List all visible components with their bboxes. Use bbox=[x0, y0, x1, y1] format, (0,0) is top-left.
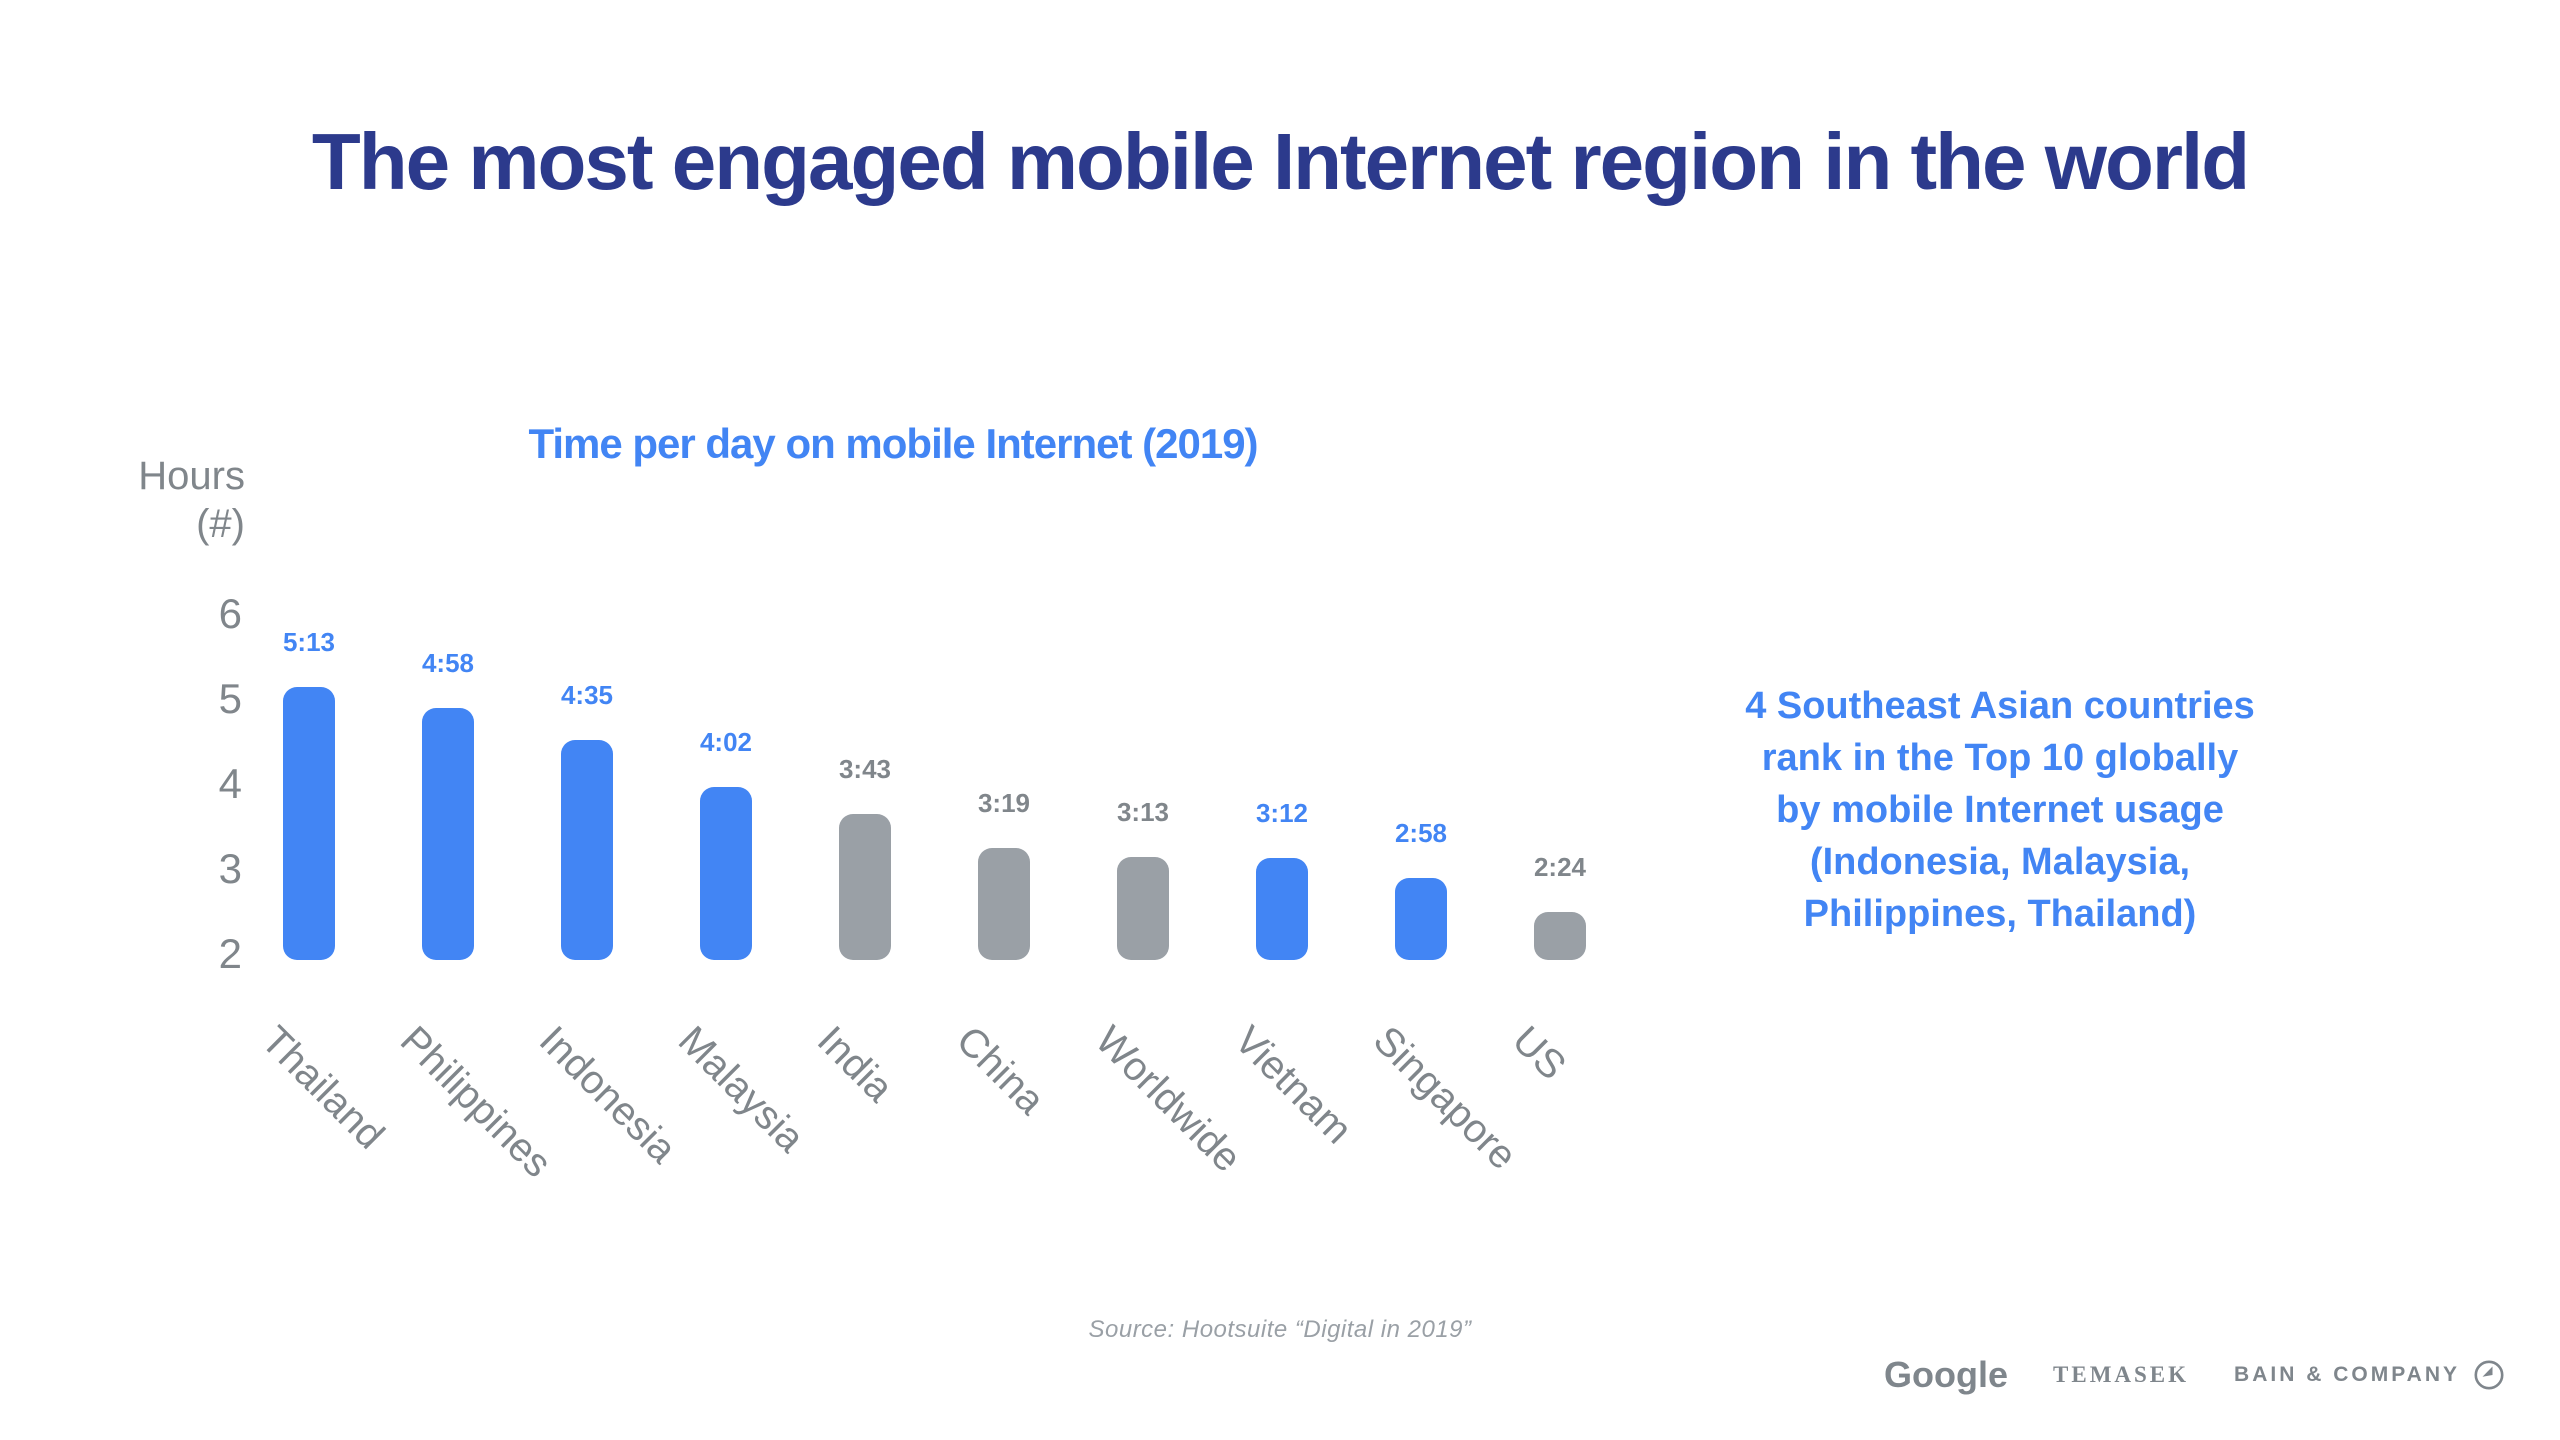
google-logo: Google bbox=[1884, 1354, 2009, 1395]
y-axis-title-line2: (#) bbox=[196, 502, 245, 546]
bar-worldwide bbox=[1117, 856, 1169, 960]
x-axis-label-vietnam: Vietnam bbox=[1225, 1018, 1361, 1153]
bar-value-malaysia: 4:02 bbox=[699, 727, 753, 758]
y-tick-2: 2 bbox=[218, 930, 242, 977]
bar-value-indonesia: 4:35 bbox=[560, 680, 614, 711]
bar-philippines bbox=[422, 707, 474, 960]
page-title: The most engaged mobile Internet region … bbox=[311, 117, 2250, 206]
bar-malaysia bbox=[700, 787, 752, 960]
x-axis-label-india: India bbox=[808, 1018, 902, 1111]
bar-value-worldwide: 3:13 bbox=[1116, 796, 1170, 827]
bar-value-us: 2:24 bbox=[1533, 852, 1587, 882]
annotation-line: by mobile Internet usage bbox=[1776, 789, 2224, 831]
source-note: Source: Hootsuite “Digital in 2019” bbox=[1088, 1316, 1472, 1343]
x-axis-label-china: China bbox=[947, 1018, 1053, 1124]
annotation-line: rank in the Top 10 globally bbox=[1761, 737, 2239, 779]
y-tick-4: 4 bbox=[218, 760, 242, 807]
chart-title: Time per day on mobile Internet (2019) bbox=[528, 420, 1258, 467]
bar-singapore bbox=[1395, 877, 1447, 960]
annotation-line: Philippines, Thailand) bbox=[1803, 893, 2197, 935]
x-axis-label-philippines: Philippines bbox=[391, 1018, 560, 1186]
bar-value-vietnam: 3:12 bbox=[1255, 798, 1309, 828]
y-axis-title: Hours (#) bbox=[45, 452, 245, 548]
y-tick-3: 3 bbox=[218, 845, 242, 892]
x-axis-label-singapore: Singapore bbox=[1364, 1018, 1525, 1179]
bar-value-singapore: 2:58 bbox=[1394, 817, 1448, 848]
bar-indonesia bbox=[561, 740, 613, 960]
bar-thailand bbox=[283, 686, 335, 960]
bar-us bbox=[1534, 912, 1586, 960]
x-axis-label-malaysia: Malaysia bbox=[669, 1018, 813, 1161]
bain-company-wordmark: BAIN & COMPANY bbox=[2234, 1363, 2460, 1386]
y-axis-title-line1: Hours bbox=[138, 454, 245, 498]
bar-value-thailand: 5:13 bbox=[282, 626, 336, 657]
temasek-logo: TEMASEK bbox=[2053, 1362, 2190, 1387]
bain-compass-icon bbox=[2472, 1358, 2506, 1392]
y-tick-6: 6 bbox=[218, 590, 242, 637]
bar-value-india: 3:43 bbox=[838, 754, 892, 785]
y-tick-5: 5 bbox=[218, 675, 242, 722]
annotation-callout: 4 Southeast Asian countries rank in the … bbox=[1650, 680, 2350, 940]
annotation-line: 4 Southeast Asian countries bbox=[1745, 685, 2255, 727]
bar-value-philippines: 4:58 bbox=[421, 647, 475, 678]
annotation-line: (Indonesia, Malaysia, bbox=[1809, 841, 2191, 883]
bar-vietnam bbox=[1256, 858, 1308, 960]
footer-logos: Google TEMASEK BAIN & COMPANY bbox=[1884, 1354, 2506, 1396]
x-axis-label-thailand: Thailand bbox=[252, 1018, 393, 1158]
x-axis-label-us: US bbox=[1503, 1018, 1575, 1089]
bain-company-logo: BAIN & COMPANY bbox=[2234, 1358, 2506, 1392]
bar-value-china: 3:19 bbox=[977, 788, 1031, 819]
bar-china bbox=[978, 848, 1030, 960]
x-axis-label-worldwide: Worldwide bbox=[1086, 1018, 1250, 1181]
bar-india bbox=[839, 814, 891, 960]
